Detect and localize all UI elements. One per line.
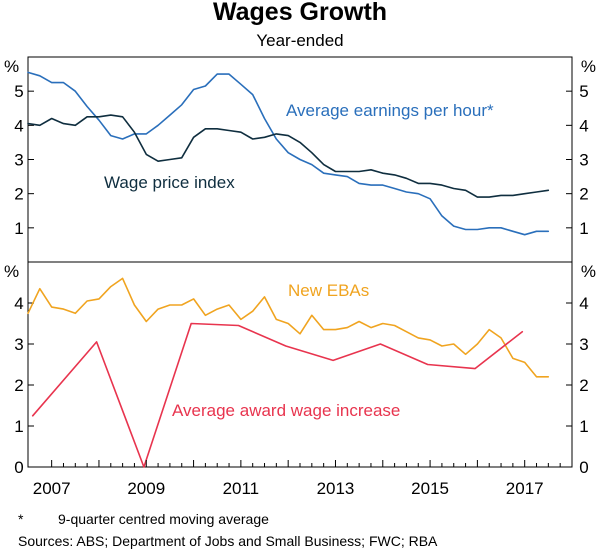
new-ebas-line bbox=[27, 277, 550, 378]
top-y-tick-left: 2 bbox=[14, 185, 23, 204]
sources-note: Sources: ABS; Department of Jobs and Sma… bbox=[18, 533, 438, 549]
x-tick-label: 2011 bbox=[223, 479, 260, 498]
top-y-tick-left: 5 bbox=[14, 82, 23, 101]
top-y-tick-left: 4 bbox=[14, 116, 23, 135]
bottom-y-tick-right: 0 bbox=[579, 458, 588, 477]
bottom-y-tick-left: 3 bbox=[14, 335, 23, 354]
top-y-tick-right: 1 bbox=[579, 219, 588, 238]
bottom-y-tick-right: 4 bbox=[579, 294, 588, 313]
x-tick-label: 2017 bbox=[506, 479, 544, 498]
ebas-label: New EBAs bbox=[288, 281, 369, 300]
top-y-tick-right: 5 bbox=[579, 82, 588, 101]
wpi-label: Wage price index bbox=[104, 173, 235, 192]
x-axis: 2007 2009 2011 2013 2015 2017 bbox=[33, 460, 573, 498]
bottom-left-unit: % bbox=[4, 262, 19, 281]
earnings-label: Average earnings per hour* bbox=[286, 101, 494, 120]
footnote-text: 9-quarter centred moving average bbox=[58, 511, 269, 527]
x-tick-label: 2013 bbox=[317, 479, 355, 498]
bottom-y-tick-left: 1 bbox=[14, 417, 23, 436]
top-y-tick-right: 4 bbox=[579, 116, 588, 135]
chart-subtitle: Year-ended bbox=[256, 31, 343, 50]
bottom-y-tick-left: 4 bbox=[14, 294, 23, 313]
wage-price-index-line bbox=[27, 114, 550, 198]
bottom-y-tick-right: 3 bbox=[579, 335, 588, 354]
bottom-y-tick-left: 2 bbox=[14, 376, 23, 395]
top-y-tick-left: 1 bbox=[14, 219, 23, 238]
bottom-y-tick-right: 2 bbox=[579, 376, 588, 395]
average-earnings-per-hour-line bbox=[27, 71, 550, 236]
chart-title: Wages Growth bbox=[213, 0, 387, 26]
top-y-tick-right: 2 bbox=[579, 185, 588, 204]
bottom-y-tick-left: 0 bbox=[14, 458, 23, 477]
top-right-unit: % bbox=[581, 57, 596, 76]
x-tick-label: 2009 bbox=[127, 479, 165, 498]
footnote-marker: * bbox=[18, 511, 24, 527]
bottom-panel: % % 0 0 1 1 2 2 3 3 4 4 New EBAs Average award wa… bbox=[4, 261, 596, 477]
award-label: Average award wage increase bbox=[172, 401, 400, 420]
x-tick-label: 2007 bbox=[33, 479, 71, 498]
top-y-tick-right: 3 bbox=[579, 151, 588, 170]
top-left-unit: % bbox=[4, 57, 19, 76]
top-y-tick-left: 3 bbox=[14, 151, 23, 170]
x-tick-label: 2015 bbox=[411, 479, 449, 498]
bottom-right-unit: % bbox=[581, 262, 596, 281]
bottom-y-tick-right: 1 bbox=[579, 417, 588, 436]
top-panel: % % 1 1 2 2 3 3 4 4 5 5 Average earnings per hour… bbox=[4, 56, 596, 263]
average-award-wage-increase-line bbox=[31, 322, 524, 468]
